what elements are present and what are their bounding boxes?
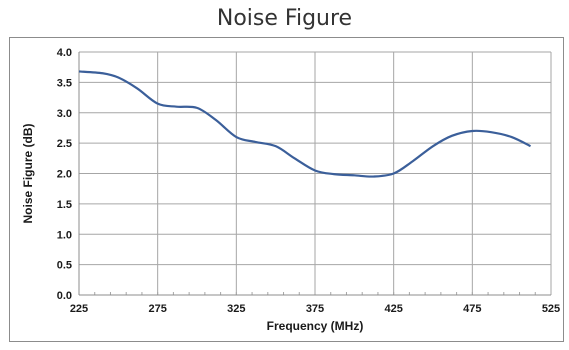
chart-frame: 0.0 0.5 1.0 1.5 2.0 2.5 3.0 3.5 4.0 225 275 325 375…	[9, 37, 564, 342]
grid-lines	[79, 51, 552, 295]
y-tick-label: 1.0	[57, 229, 72, 241]
y-tick-label: 2.5	[57, 138, 72, 150]
noise-figure-line	[78, 70, 532, 178]
axes	[78, 52, 551, 296]
y-tick-label: 2.0	[57, 169, 72, 181]
y-tick-label: 1.5	[57, 199, 72, 211]
x-axis-title: Frequency (MHz)	[267, 319, 364, 333]
minor-ticks	[78, 292, 552, 295]
y-axis-title: Noise Figure (dB)	[21, 123, 35, 223]
x-tick-label: 325	[227, 303, 245, 315]
y-tick-label: 0.5	[57, 260, 72, 272]
y-tick-label: 4.0	[57, 47, 72, 59]
y-tick-label: 3.0	[57, 108, 72, 120]
x-tick-labels: 225 275 325 375 425 475 525	[70, 303, 560, 315]
x-tick-label: 475	[463, 303, 481, 315]
x-tick-label: 225	[70, 303, 88, 315]
chart-title: Noise Figure	[216, 6, 353, 31]
x-tick-label: 525	[542, 303, 560, 315]
y-tick-label: 0.0	[57, 290, 72, 302]
x-tick-label: 425	[384, 303, 402, 315]
x-tick-label: 275	[148, 303, 166, 315]
series-layer	[78, 70, 532, 178]
y-tick-label: 3.5	[57, 77, 72, 89]
y-tick-labels: 0.0 0.5 1.0 1.5 2.0 2.5 3.0 3.5 4.0	[57, 47, 72, 302]
plot-area: 0.0 0.5 1.0 1.5 2.0 2.5 3.0 3.5 4.0 225 275 325 375…	[21, 47, 560, 333]
x-tick-label: 375	[306, 303, 324, 315]
